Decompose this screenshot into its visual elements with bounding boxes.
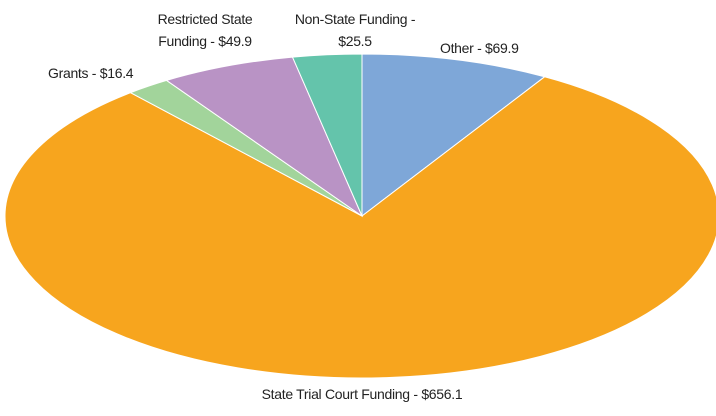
pie-slice [361,53,546,218]
pie-slice [165,56,364,218]
slice-label: Restricted State Funding - $49.9 [157,11,253,49]
slice-label: Other - $69.9 [440,40,519,56]
pie-slice [4,76,716,379]
slice-label: State Trial Court Funding - $656.1 [261,386,463,402]
slice-label: Non-State Funding - $25.5 [294,11,416,49]
pie-slice [291,53,363,217]
slice-label: Grants - $16.4 [48,65,134,81]
